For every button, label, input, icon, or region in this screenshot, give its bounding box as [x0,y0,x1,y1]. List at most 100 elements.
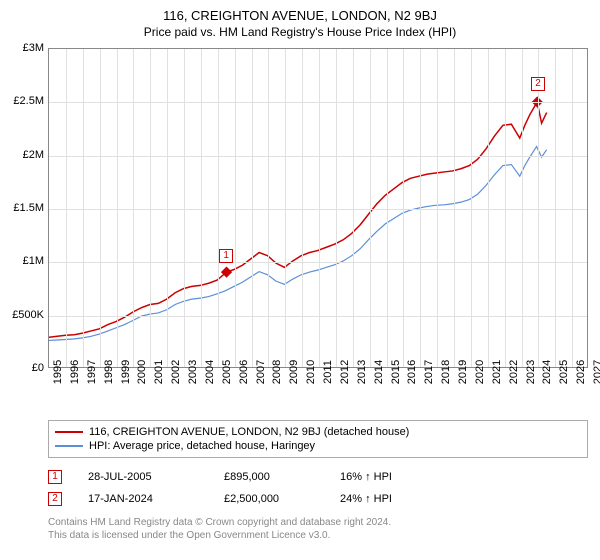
chart-subtitle: Price paid vs. HM Land Registry's House … [0,23,600,39]
x-axis-label: 1997 [86,360,98,384]
footer-line-1: Contains HM Land Registry data © Crown c… [48,516,588,529]
legend-box: 116, CREIGHTON AVENUE, LONDON, N2 9BJ (d… [48,420,588,458]
tx-price-1: £895,000 [224,471,314,483]
gridline-horizontal [49,209,587,210]
price-marker-label: 2 [531,77,545,91]
gridline-horizontal [49,316,587,317]
gridline-vertical [83,49,84,367]
tx-date-2: 17-JAN-2024 [88,493,198,505]
gridline-vertical [285,49,286,367]
y-axis-label: £500K [4,309,44,321]
gridline-vertical [522,49,523,367]
x-axis-label: 1995 [52,360,64,384]
legend-label-1: 116, CREIGHTON AVENUE, LONDON, N2 9BJ (d… [89,426,409,438]
gridline-vertical [302,49,303,367]
x-axis-label: 2023 [525,360,537,384]
x-axis-label: 2020 [474,360,486,384]
chart-container: 116, CREIGHTON AVENUE, LONDON, N2 9BJ Pr… [0,0,600,560]
gridline-vertical [437,49,438,367]
x-axis-label: 2019 [457,360,469,384]
gridline-vertical [454,49,455,367]
series-line [49,146,547,340]
tx-num-2: 2 [52,493,58,504]
x-axis-label: 2001 [153,360,165,384]
table-row: 2 17-JAN-2024 £2,500,000 24% ↑ HPI [48,488,588,510]
x-axis-label: 2000 [136,360,148,384]
gridline-vertical [133,49,134,367]
x-axis-label: 1998 [103,360,115,384]
gridline-horizontal [49,156,587,157]
tx-num-1: 1 [52,471,58,482]
x-axis-label: 1999 [120,360,132,384]
chart-title: 116, CREIGHTON AVENUE, LONDON, N2 9BJ [0,0,600,23]
table-row: 1 28-JUL-2005 £895,000 16% ↑ HPI [48,466,588,488]
x-axis-label: 2018 [440,360,452,384]
x-axis-label: 2026 [575,360,587,384]
price-marker-label: 1 [219,249,233,263]
gridline-vertical [403,49,404,367]
x-axis-label: 2008 [271,360,283,384]
y-axis-label: £2.5M [4,95,44,107]
gridline-vertical [268,49,269,367]
gridline-vertical [353,49,354,367]
legend-swatch-1 [55,431,83,433]
x-axis-label: 2016 [406,360,418,384]
y-axis-label: £3M [4,42,44,54]
tx-price-2: £2,500,000 [224,493,314,505]
tx-date-1: 28-JUL-2005 [88,471,198,483]
x-axis-label: 2007 [255,360,267,384]
x-axis-label: 2021 [491,360,503,384]
gridline-vertical [505,49,506,367]
x-axis-label: 2009 [288,360,300,384]
y-axis-label: £1M [4,255,44,267]
gridline-vertical [252,49,253,367]
tx-pct-2: 24% ↑ HPI [340,493,430,505]
legend-label-2: HPI: Average price, detached house, Hari… [89,440,315,452]
x-axis-label: 1996 [69,360,81,384]
gridline-vertical [387,49,388,367]
gridline-vertical [370,49,371,367]
tx-pct-1: 16% ↑ HPI [340,471,430,483]
x-axis-label: 2005 [221,360,233,384]
legend-swatch-2 [55,445,83,447]
gridline-vertical [201,49,202,367]
x-axis-label: 2022 [508,360,520,384]
plot-svg [49,49,587,367]
gridline-horizontal [49,262,587,263]
x-axis-label: 2014 [373,360,385,384]
gridline-vertical [66,49,67,367]
gridline-vertical [572,49,573,367]
gridline-vertical [538,49,539,367]
gridline-vertical [319,49,320,367]
x-axis-label: 2013 [356,360,368,384]
y-axis-label: £0 [4,362,44,374]
gridline-vertical [150,49,151,367]
x-axis-label: 2024 [541,360,553,384]
x-axis-label: 2011 [322,360,334,384]
x-axis-label: 2004 [204,360,216,384]
y-axis-label: £2M [4,149,44,161]
y-axis-label: £1.5M [4,202,44,214]
x-axis-label: 2017 [423,360,435,384]
gridline-vertical [100,49,101,367]
gridline-vertical [488,49,489,367]
footer-line-2: This data is licensed under the Open Gov… [48,529,588,542]
gridline-vertical [420,49,421,367]
x-axis-label: 2010 [305,360,317,384]
x-axis-label: 2025 [558,360,570,384]
legend-row-2: HPI: Average price, detached house, Hari… [55,439,581,453]
x-axis-label: 2003 [187,360,199,384]
plot-area [48,48,588,368]
gridline-vertical [336,49,337,367]
gridline-vertical [167,49,168,367]
x-axis-label: 2027 [592,360,600,384]
x-axis-label: 2006 [238,360,250,384]
legend-row-1: 116, CREIGHTON AVENUE, LONDON, N2 9BJ (d… [55,425,581,439]
x-axis-label: 2015 [390,360,402,384]
gridline-vertical [218,49,219,367]
gridline-vertical [471,49,472,367]
gridline-vertical [117,49,118,367]
gridline-horizontal [49,102,587,103]
footer-attribution: Contains HM Land Registry data © Crown c… [48,516,588,542]
tx-marker-2: 2 [48,492,62,506]
